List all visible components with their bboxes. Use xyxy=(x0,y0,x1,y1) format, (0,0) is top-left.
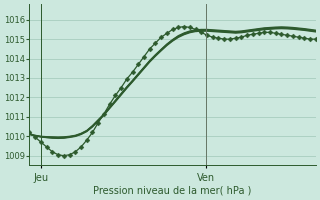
X-axis label: Pression niveau de la mer( hPa ): Pression niveau de la mer( hPa ) xyxy=(93,186,252,196)
